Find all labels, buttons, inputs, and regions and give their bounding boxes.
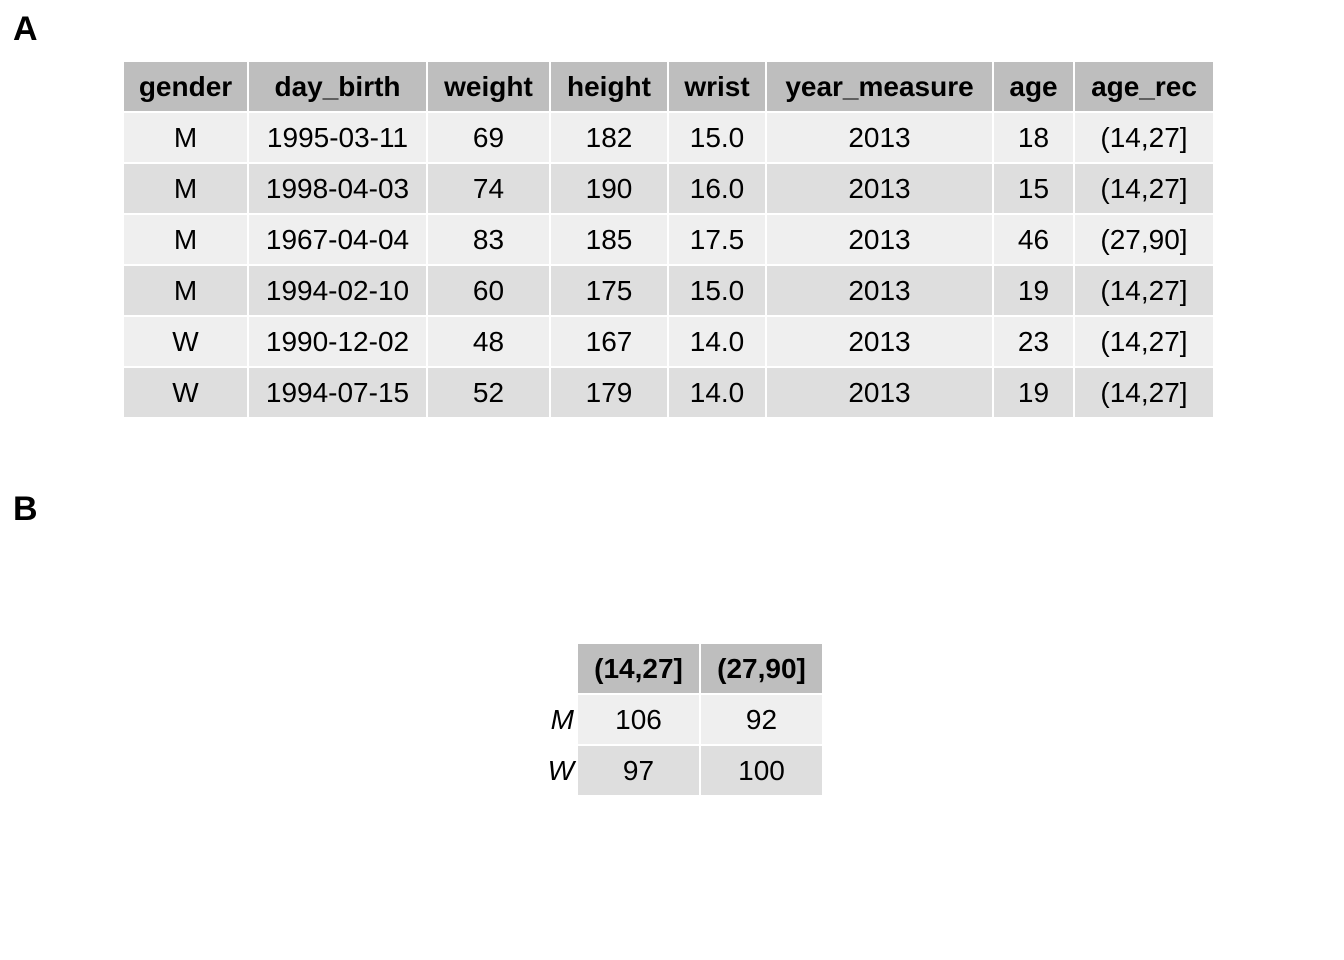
table-header-row: gender day_birth weight height wrist yea…: [124, 62, 1213, 111]
crosstab-row: M 106 92: [544, 695, 822, 744]
table-cell: 1998-04-03: [249, 164, 426, 213]
table-cell: 1994-02-10: [249, 266, 426, 315]
table-cell: 69: [428, 113, 549, 162]
table-row: M 1994-02-10 60 175 15.0 2013 19 (14,27]: [124, 266, 1213, 315]
table-cell: (27,90]: [1075, 215, 1213, 264]
table-cell: 2013: [767, 368, 992, 417]
table-cell: (14,27]: [1075, 164, 1213, 213]
crosstab-column-header: (14,27]: [578, 644, 699, 693]
crosstab-header-row: (14,27] (27,90]: [544, 644, 822, 693]
panel-label-b: B: [13, 490, 38, 528]
column-header-gender: gender: [124, 62, 247, 111]
table-cell: W: [124, 368, 247, 417]
table-cell: 2013: [767, 215, 992, 264]
crosstab-row: W 97 100: [544, 746, 822, 795]
crosstab-column-header: (27,90]: [701, 644, 822, 693]
column-header-height: height: [551, 62, 667, 111]
table-cell: 190: [551, 164, 667, 213]
table-cell: 23: [994, 317, 1073, 366]
table-cell: 14.0: [669, 368, 765, 417]
table-row: M 1967-04-04 83 185 17.5 2013 46 (27,90]: [124, 215, 1213, 264]
table-cell: 18: [994, 113, 1073, 162]
table-cell: 74: [428, 164, 549, 213]
crosstab-corner: [544, 644, 576, 693]
table-cell: 14.0: [669, 317, 765, 366]
table-cell: 46: [994, 215, 1073, 264]
table-cell: 182: [551, 113, 667, 162]
table-cell: 60: [428, 266, 549, 315]
table-cell: W: [124, 317, 247, 366]
table-cell: 185: [551, 215, 667, 264]
table-cell: 83: [428, 215, 549, 264]
table-cell: M: [124, 215, 247, 264]
table-cell: 1994-07-15: [249, 368, 426, 417]
table-cell: 2013: [767, 317, 992, 366]
table-cell: 1967-04-04: [249, 215, 426, 264]
table-cell: 2013: [767, 113, 992, 162]
crosstab-table: (14,27] (27,90] M 106 92 W 97 100: [542, 642, 824, 797]
crosstab-row-header: W: [547, 754, 574, 786]
crosstab-cell: 100: [701, 746, 822, 795]
table-cell: 1990-12-02: [249, 317, 426, 366]
table-row: M 1995-03-11 69 182 15.0 2013 18 (14,27]: [124, 113, 1213, 162]
table-cell: 52: [428, 368, 549, 417]
crosstab-cell: 92: [701, 695, 822, 744]
table-cell: 16.0: [669, 164, 765, 213]
table-cell: 2013: [767, 266, 992, 315]
table-cell: (14,27]: [1075, 368, 1213, 417]
table-cell: 2013: [767, 164, 992, 213]
table-cell: (14,27]: [1075, 113, 1213, 162]
table-cell: 167: [551, 317, 667, 366]
column-header-year-measure: year_measure: [767, 62, 992, 111]
crosstab-cell: 97: [578, 746, 699, 795]
table-row: M 1998-04-03 74 190 16.0 2013 15 (14,27]: [124, 164, 1213, 213]
column-header-day-birth: day_birth: [249, 62, 426, 111]
crosstab-cell: 106: [578, 695, 699, 744]
panel-label-a: A: [13, 10, 38, 48]
table-cell: (14,27]: [1075, 317, 1213, 366]
table-cell: (14,27]: [1075, 266, 1213, 315]
table-cell: 175: [551, 266, 667, 315]
table-cell: 19: [994, 368, 1073, 417]
table-row: W 1990-12-02 48 167 14.0 2013 23 (14,27]: [124, 317, 1213, 366]
table-cell: 15: [994, 164, 1073, 213]
column-header-age: age: [994, 62, 1073, 111]
table-cell: 15.0: [669, 113, 765, 162]
table-cell: 15.0: [669, 266, 765, 315]
table-row: W 1994-07-15 52 179 14.0 2013 19 (14,27]: [124, 368, 1213, 417]
table-cell: 19: [994, 266, 1073, 315]
table-cell: M: [124, 164, 247, 213]
column-header-age-rec: age_rec: [1075, 62, 1213, 111]
table-cell: 48: [428, 317, 549, 366]
table-cell: 17.5: [669, 215, 765, 264]
crosstab-row-header: M: [550, 703, 574, 735]
column-header-weight: weight: [428, 62, 549, 111]
table-cell: 1995-03-11: [249, 113, 426, 162]
table-cell: M: [124, 113, 247, 162]
table-cell: 179: [551, 368, 667, 417]
raw-data-table: gender day_birth weight height wrist yea…: [122, 60, 1215, 419]
table-cell: M: [124, 266, 247, 315]
column-header-wrist: wrist: [669, 62, 765, 111]
